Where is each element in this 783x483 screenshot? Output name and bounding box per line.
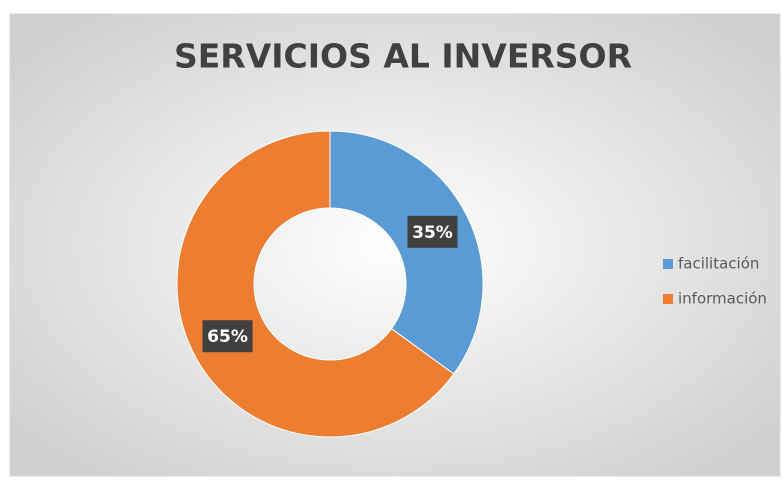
- label-box: [202, 320, 253, 353]
- legend-swatch: [663, 294, 673, 304]
- donut-slice: [176, 130, 455, 438]
- legend-label: facilitación: [678, 255, 759, 273]
- data-label: 35%: [412, 223, 453, 243]
- data-label: 65%: [207, 327, 248, 347]
- label-box: [407, 215, 458, 248]
- chart-title: SERVICIOS AL INVERSOR: [174, 37, 632, 76]
- legend-swatch: [663, 259, 673, 269]
- legend-label: información: [678, 290, 767, 308]
- donut-slice: [329, 130, 484, 375]
